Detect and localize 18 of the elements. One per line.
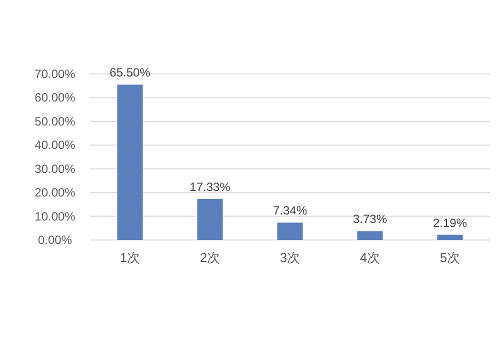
y-tick-label: 20.00% [34, 186, 76, 200]
y-tick-label: 60.00% [34, 90, 76, 105]
data-label: 17.33% [190, 180, 231, 194]
x-tick-label: 5次 [440, 250, 460, 265]
y-tick-label: 70.00% [34, 67, 76, 81]
y-tick-label: 30.00% [34, 162, 76, 176]
y-tick-label: 50.00% [34, 114, 76, 128]
data-label: 3.73% [352, 212, 388, 226]
x-tick-label: 1次 [120, 250, 140, 265]
data-label: 2.19% [432, 216, 468, 230]
y-tick-label: 0.00% [38, 233, 72, 247]
y-tick-label: 40.00% [34, 138, 76, 152]
data-label: 7.34% [272, 204, 308, 218]
x-tick-label: 4次 [360, 250, 380, 265]
x-tick-label: 2次 [200, 250, 220, 265]
data-label: 65.50% [110, 66, 151, 80]
y-tick-label: 10.00% [34, 209, 76, 224]
x-tick-label: 3次 [280, 250, 300, 265]
